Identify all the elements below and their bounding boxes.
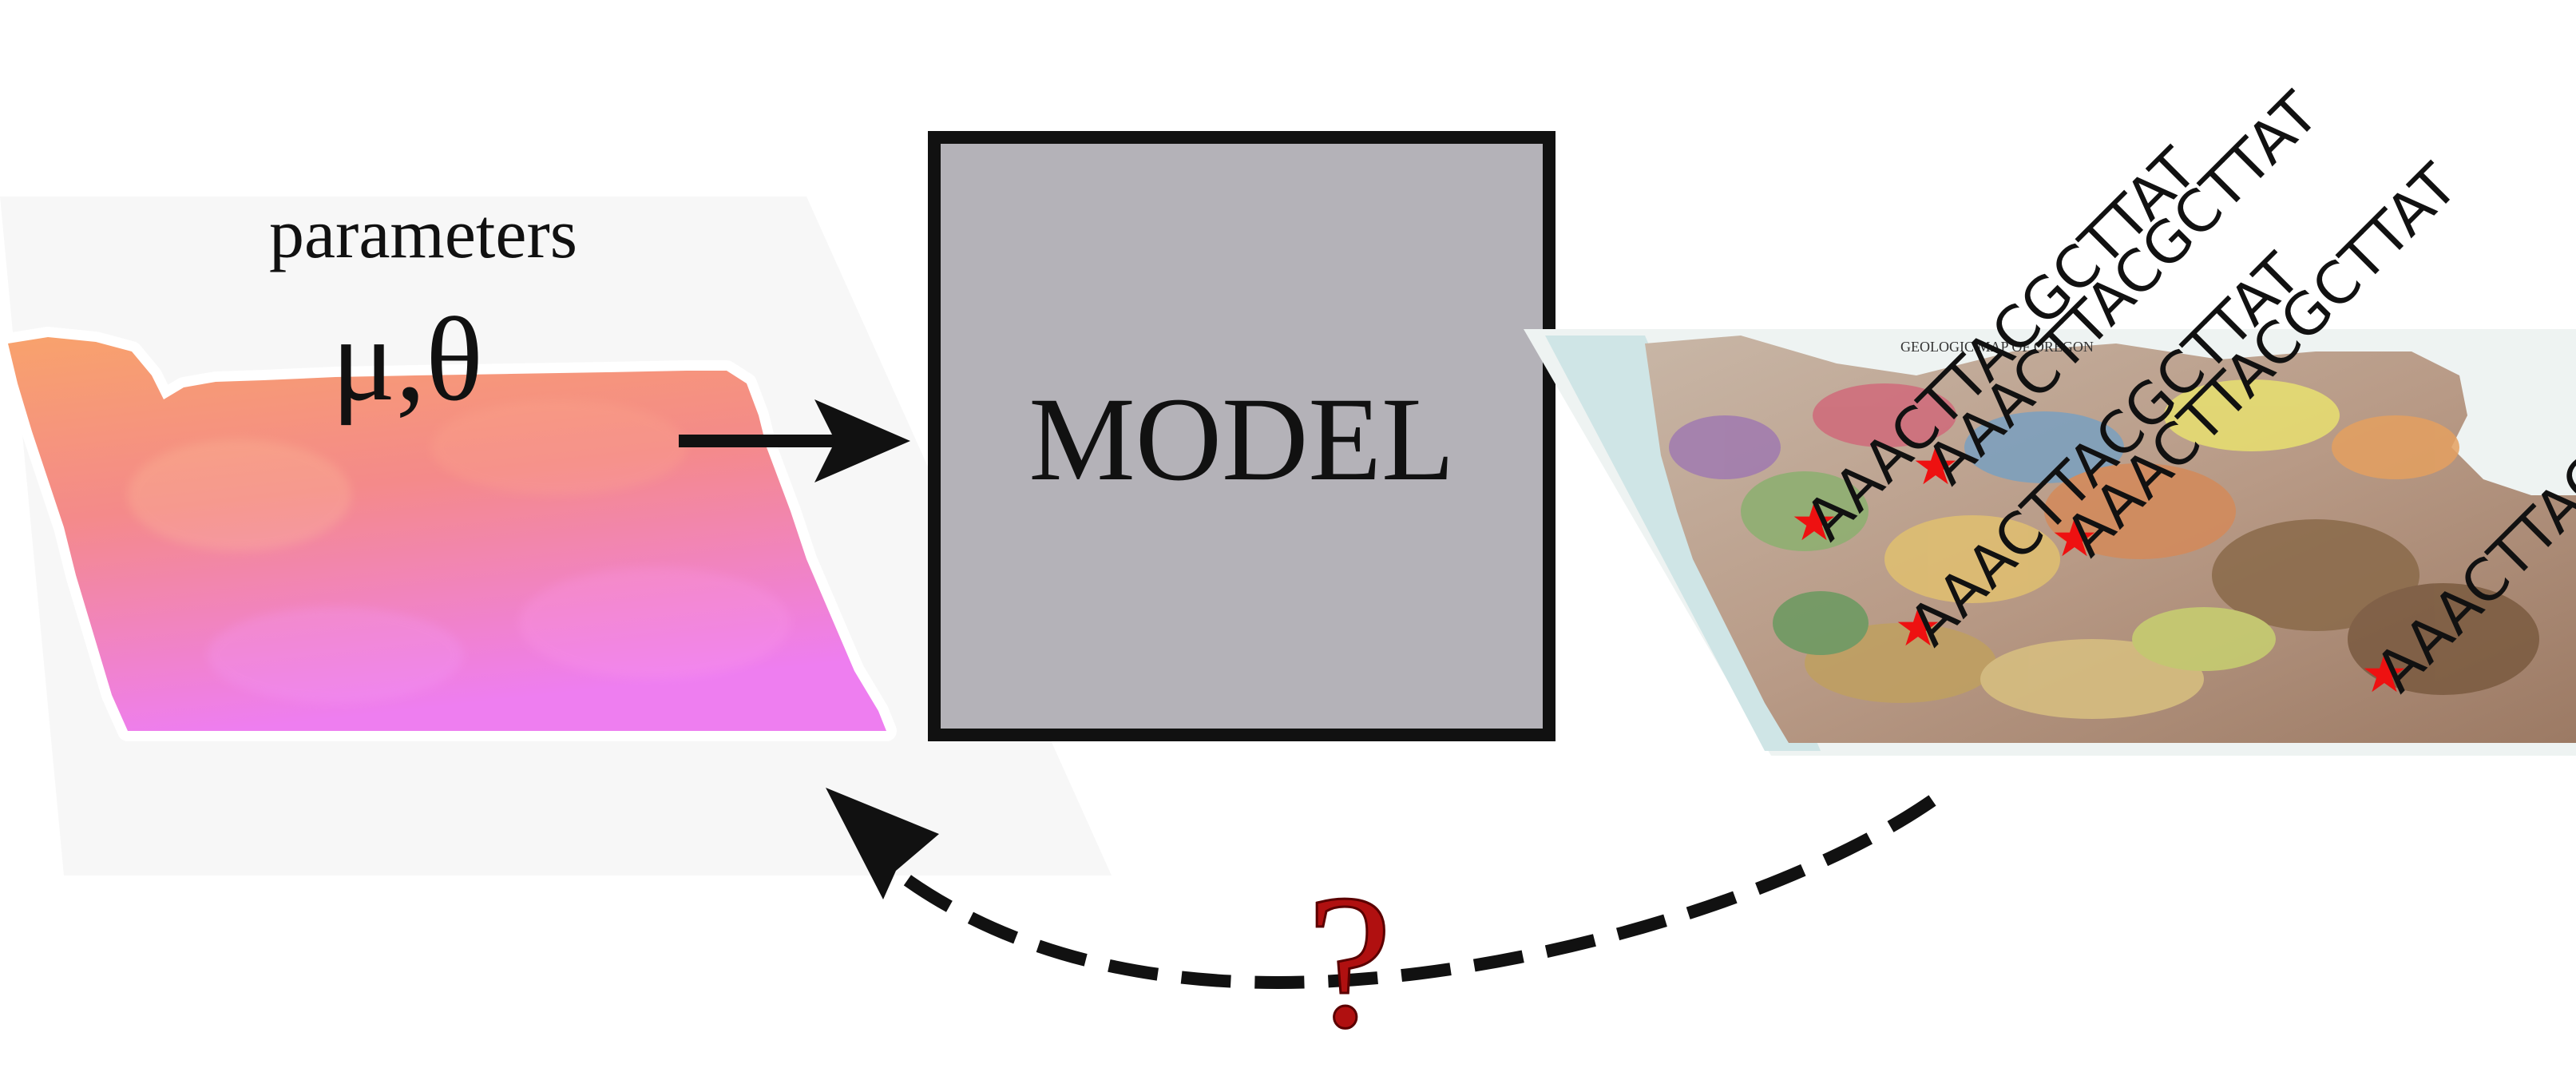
parameters-symbols: μ,θ	[331, 293, 483, 426]
sample-star-1: ★	[1790, 491, 1837, 553]
question-mark: ?	[1307, 855, 1393, 1067]
sample-star-5: ★	[2360, 643, 2408, 705]
sample-star-4: ★	[2051, 507, 2098, 569]
sample-star-3: ★	[1894, 597, 1941, 658]
inference-arrow	[826, 788, 1936, 990]
model-box: MODEL	[928, 131, 1556, 741]
model-label: MODEL	[1028, 373, 1454, 506]
geologic-map: GEOLOGIC MAP OF OREGON	[1524, 329, 2576, 756]
input-arrow	[679, 399, 910, 482]
sample-star-2: ★	[1912, 435, 1959, 497]
parameters-label: parameters	[269, 196, 577, 273]
map-title: GEOLOGIC MAP OF OREGON	[1900, 339, 2094, 355]
parameter-heatmap	[0, 327, 897, 741]
